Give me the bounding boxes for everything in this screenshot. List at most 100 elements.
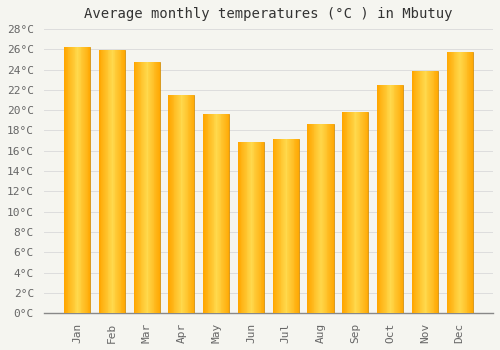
Bar bbox=[64, 47, 65, 313]
Bar bbox=[64, 47, 90, 313]
Bar bbox=[316, 124, 317, 313]
Bar bbox=[458, 52, 460, 313]
Bar bbox=[284, 139, 285, 313]
Bar bbox=[240, 142, 242, 313]
Bar bbox=[124, 50, 125, 313]
Bar bbox=[359, 112, 360, 313]
Bar bbox=[106, 50, 108, 313]
Bar bbox=[424, 71, 425, 313]
Bar bbox=[212, 114, 214, 313]
Bar bbox=[294, 139, 296, 313]
Bar bbox=[242, 142, 243, 313]
Bar bbox=[211, 114, 212, 313]
Bar bbox=[364, 112, 365, 313]
Bar bbox=[363, 112, 364, 313]
Bar bbox=[388, 85, 389, 313]
Bar bbox=[360, 112, 362, 313]
Bar bbox=[179, 95, 180, 313]
Bar bbox=[350, 112, 351, 313]
Bar bbox=[357, 112, 358, 313]
Bar bbox=[314, 124, 316, 313]
Bar bbox=[144, 62, 145, 313]
Bar bbox=[258, 142, 259, 313]
Bar bbox=[252, 142, 254, 313]
Bar bbox=[452, 52, 454, 313]
Bar bbox=[272, 139, 299, 313]
Bar bbox=[203, 114, 229, 313]
Bar bbox=[82, 47, 83, 313]
Bar bbox=[254, 142, 256, 313]
Bar bbox=[148, 62, 150, 313]
Bar bbox=[263, 142, 264, 313]
Bar bbox=[297, 139, 298, 313]
Bar bbox=[282, 139, 283, 313]
Bar bbox=[434, 71, 436, 313]
Bar bbox=[123, 50, 124, 313]
Bar bbox=[65, 47, 66, 313]
Bar bbox=[470, 52, 471, 313]
Bar bbox=[436, 71, 437, 313]
Bar bbox=[152, 62, 153, 313]
Bar bbox=[205, 114, 206, 313]
Bar bbox=[80, 47, 82, 313]
Bar bbox=[245, 142, 246, 313]
Bar bbox=[354, 112, 356, 313]
Bar bbox=[216, 114, 217, 313]
Bar bbox=[351, 112, 352, 313]
Bar bbox=[172, 95, 174, 313]
Bar bbox=[308, 124, 309, 313]
Bar bbox=[392, 85, 394, 313]
Bar bbox=[309, 124, 310, 313]
Bar bbox=[150, 62, 151, 313]
Bar bbox=[346, 112, 348, 313]
Bar bbox=[120, 50, 122, 313]
Bar bbox=[288, 139, 289, 313]
Bar bbox=[286, 139, 288, 313]
Bar bbox=[168, 95, 170, 313]
Bar bbox=[457, 52, 458, 313]
Bar bbox=[238, 142, 264, 313]
Bar bbox=[460, 52, 462, 313]
Bar bbox=[139, 62, 140, 313]
Bar bbox=[246, 142, 248, 313]
Bar bbox=[119, 50, 120, 313]
Bar bbox=[170, 95, 171, 313]
Bar bbox=[446, 52, 448, 313]
Bar bbox=[378, 85, 379, 313]
Bar bbox=[228, 114, 229, 313]
Bar bbox=[262, 142, 263, 313]
Bar bbox=[390, 85, 391, 313]
Bar bbox=[279, 139, 280, 313]
Bar bbox=[210, 114, 211, 313]
Bar bbox=[468, 52, 469, 313]
Bar bbox=[397, 85, 398, 313]
Bar bbox=[298, 139, 299, 313]
Bar bbox=[431, 71, 432, 313]
Bar bbox=[349, 112, 350, 313]
Bar bbox=[249, 142, 250, 313]
Bar bbox=[114, 50, 116, 313]
Bar bbox=[322, 124, 323, 313]
Bar bbox=[218, 114, 219, 313]
Bar bbox=[76, 47, 77, 313]
Bar bbox=[83, 47, 84, 313]
Bar bbox=[85, 47, 86, 313]
Bar bbox=[108, 50, 110, 313]
Bar bbox=[153, 62, 154, 313]
Bar bbox=[259, 142, 260, 313]
Bar bbox=[412, 71, 414, 313]
Bar bbox=[383, 85, 384, 313]
Bar bbox=[308, 124, 334, 313]
Bar bbox=[222, 114, 223, 313]
Bar bbox=[396, 85, 397, 313]
Bar bbox=[134, 62, 160, 313]
Bar bbox=[84, 47, 85, 313]
Bar bbox=[191, 95, 192, 313]
Bar bbox=[182, 95, 183, 313]
Bar bbox=[356, 112, 357, 313]
Bar bbox=[272, 139, 274, 313]
Bar bbox=[384, 85, 385, 313]
Bar bbox=[70, 47, 71, 313]
Bar bbox=[326, 124, 328, 313]
Bar bbox=[348, 112, 349, 313]
